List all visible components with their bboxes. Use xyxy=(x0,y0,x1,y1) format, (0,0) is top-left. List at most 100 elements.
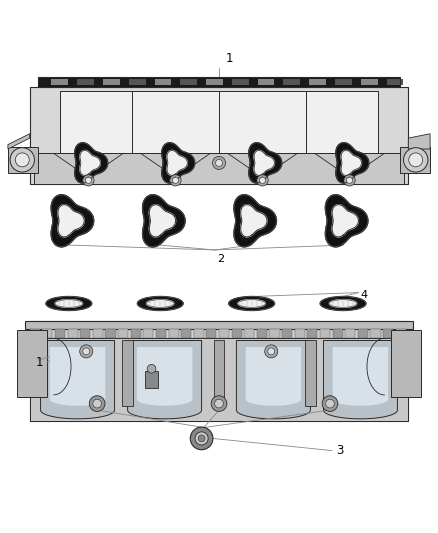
Polygon shape xyxy=(258,79,275,85)
Circle shape xyxy=(83,348,90,355)
Circle shape xyxy=(212,156,226,169)
Polygon shape xyxy=(206,329,216,338)
Polygon shape xyxy=(50,347,105,406)
Circle shape xyxy=(173,177,179,183)
Ellipse shape xyxy=(55,300,82,308)
Polygon shape xyxy=(234,195,276,247)
Circle shape xyxy=(147,365,156,373)
Polygon shape xyxy=(219,329,229,338)
Polygon shape xyxy=(408,134,430,149)
Polygon shape xyxy=(282,329,292,338)
Circle shape xyxy=(265,345,278,358)
Polygon shape xyxy=(361,79,378,85)
Circle shape xyxy=(409,153,423,167)
Polygon shape xyxy=(55,329,65,338)
Polygon shape xyxy=(309,79,326,85)
Ellipse shape xyxy=(320,296,366,310)
Polygon shape xyxy=(80,329,90,338)
Polygon shape xyxy=(39,77,399,87)
Circle shape xyxy=(89,396,105,411)
Polygon shape xyxy=(307,329,318,338)
Ellipse shape xyxy=(138,296,183,310)
Polygon shape xyxy=(67,329,78,338)
Text: 3: 3 xyxy=(336,444,344,457)
Bar xyxy=(145,371,158,389)
Circle shape xyxy=(85,177,92,183)
Polygon shape xyxy=(333,347,388,406)
Circle shape xyxy=(93,399,102,408)
Polygon shape xyxy=(149,205,176,237)
Polygon shape xyxy=(93,329,103,338)
Polygon shape xyxy=(246,347,301,406)
Polygon shape xyxy=(106,329,116,338)
Polygon shape xyxy=(396,329,406,338)
Circle shape xyxy=(80,345,93,358)
Polygon shape xyxy=(387,79,403,85)
Polygon shape xyxy=(295,329,305,338)
Polygon shape xyxy=(51,79,68,85)
Circle shape xyxy=(257,175,268,186)
Polygon shape xyxy=(283,79,300,85)
Polygon shape xyxy=(34,154,404,184)
Polygon shape xyxy=(156,329,166,338)
Polygon shape xyxy=(320,329,330,338)
Circle shape xyxy=(215,159,223,166)
Ellipse shape xyxy=(329,300,357,308)
Polygon shape xyxy=(143,195,185,247)
Polygon shape xyxy=(181,329,191,338)
Circle shape xyxy=(83,175,94,186)
Polygon shape xyxy=(131,329,141,338)
Polygon shape xyxy=(244,329,254,338)
Polygon shape xyxy=(335,79,352,85)
Polygon shape xyxy=(232,329,242,338)
Polygon shape xyxy=(257,329,267,338)
Polygon shape xyxy=(345,329,355,338)
Text: 1: 1 xyxy=(226,52,233,66)
Circle shape xyxy=(195,432,208,445)
Circle shape xyxy=(215,399,223,408)
Polygon shape xyxy=(232,79,249,85)
Text: 2: 2 xyxy=(217,254,224,264)
Polygon shape xyxy=(118,329,128,338)
Circle shape xyxy=(346,177,353,183)
Polygon shape xyxy=(75,143,108,183)
Polygon shape xyxy=(42,329,53,338)
Polygon shape xyxy=(155,79,171,85)
Ellipse shape xyxy=(46,296,92,310)
Polygon shape xyxy=(77,79,94,85)
Polygon shape xyxy=(122,341,133,406)
Polygon shape xyxy=(332,205,358,237)
Circle shape xyxy=(268,348,275,355)
Ellipse shape xyxy=(147,300,174,308)
Polygon shape xyxy=(336,143,369,183)
Polygon shape xyxy=(80,150,100,175)
Polygon shape xyxy=(237,341,311,419)
Polygon shape xyxy=(325,195,368,247)
Polygon shape xyxy=(254,150,275,175)
Circle shape xyxy=(15,153,29,167)
Polygon shape xyxy=(30,329,40,338)
Polygon shape xyxy=(51,195,94,247)
Circle shape xyxy=(198,435,205,442)
Polygon shape xyxy=(371,329,381,338)
Polygon shape xyxy=(127,341,201,419)
Circle shape xyxy=(190,427,213,450)
Polygon shape xyxy=(41,341,115,419)
Circle shape xyxy=(322,396,338,411)
Polygon shape xyxy=(167,150,187,175)
Circle shape xyxy=(325,399,334,408)
Polygon shape xyxy=(30,321,408,421)
Polygon shape xyxy=(332,329,343,338)
Polygon shape xyxy=(249,143,282,183)
Polygon shape xyxy=(241,205,267,237)
Ellipse shape xyxy=(238,300,265,308)
Polygon shape xyxy=(383,329,393,338)
Polygon shape xyxy=(103,79,120,85)
Polygon shape xyxy=(162,143,195,183)
Polygon shape xyxy=(214,341,224,406)
Polygon shape xyxy=(358,329,368,338)
Polygon shape xyxy=(8,147,39,173)
Polygon shape xyxy=(391,329,421,397)
Polygon shape xyxy=(129,79,145,85)
Polygon shape xyxy=(399,147,430,173)
